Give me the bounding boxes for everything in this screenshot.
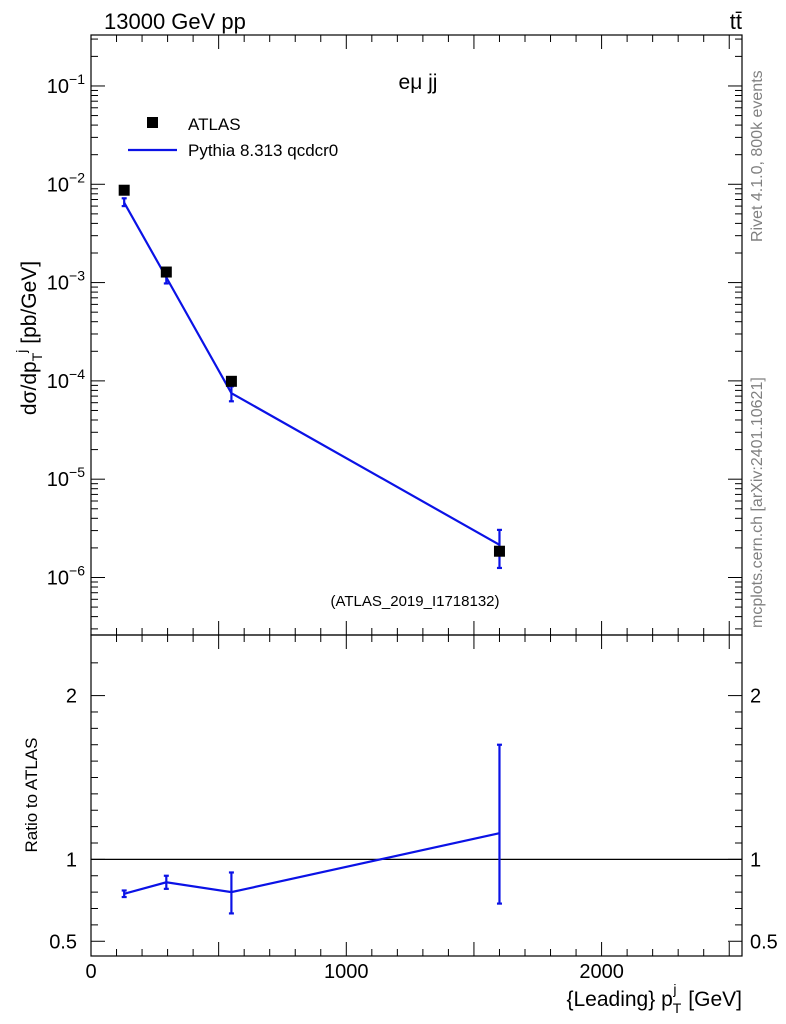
ratio-panel: 0.5 0.5 1 1 2 2 0 1000 2000 Ratio to ATLAS xyxy=(22,634,778,983)
ratio-y-axis-title: Ratio to ATLAS xyxy=(22,738,41,853)
ratio-y-tick-label-left: 1 xyxy=(66,849,77,871)
ratio-y-tick-label-right: 0.5 xyxy=(750,931,778,953)
plot-title: eμ jj xyxy=(399,71,438,94)
main-y-axis-title: dσ/dpTj [pb/GeV] xyxy=(13,261,45,415)
rivet-version-label: Rivet 4.1.0, 800k events xyxy=(749,70,766,242)
pythia-line xyxy=(123,202,501,546)
legend-atlas-marker xyxy=(147,117,158,128)
legend-atlas-label: ATLAS xyxy=(188,115,241,134)
main-y-tick-label: 10−6 xyxy=(47,562,85,589)
main-y-tick-labels: 10−6 10−5 10−4 10−3 10−2 10−1 xyxy=(47,71,85,590)
atlas-data-point xyxy=(118,184,130,196)
main-y-tick-label: 10−2 xyxy=(47,169,85,196)
ratio-y-tick-label-right: 2 xyxy=(750,686,761,708)
ratio-panel-frame xyxy=(90,634,743,957)
main-y-tick-label: 10−1 xyxy=(47,71,85,98)
ratio-series-group xyxy=(121,743,502,915)
main-series-group xyxy=(118,184,505,570)
ratio-tick-labels: 0.5 0.5 1 1 2 2 0 1000 2000 xyxy=(49,686,778,983)
legend: ATLAS Pythia 8.313 qcdcr0 xyxy=(128,115,338,160)
atlas-data-point xyxy=(225,375,237,387)
ratio-y-tick-label-left: 2 xyxy=(66,686,77,708)
main-y-tick-label: 10−4 xyxy=(47,366,85,393)
legend-pythia-label: Pythia 8.313 qcdcr0 xyxy=(188,141,338,160)
x-axis-title: {Leading} pTj [GeV] xyxy=(566,981,742,1016)
energy-label: 13000 GeV pp xyxy=(104,9,246,34)
ratio-line xyxy=(123,832,500,895)
atlas-data-point xyxy=(493,545,505,557)
process-label: tt̄ xyxy=(730,9,742,34)
main-y-tick-label: 10−5 xyxy=(47,464,85,491)
atlas-data-point xyxy=(160,266,172,278)
main-axis-ticks xyxy=(90,35,742,635)
mcplots-reference-label: mcplots.cern.ch [arXiv:2401.10621] xyxy=(749,377,766,628)
ratio-axis-ticks xyxy=(90,635,742,956)
ratio-y-tick-label-right: 1 xyxy=(750,849,761,871)
x-tick-label: 0 xyxy=(85,961,96,983)
analysis-watermark: (ATLAS_2019_I1718132) xyxy=(330,593,499,610)
ratio-y-tick-label-left: 0.5 xyxy=(49,931,77,953)
main-y-tick-label: 10−3 xyxy=(47,268,85,295)
x-tick-label: 2000 xyxy=(579,961,624,983)
x-tick-label: 1000 xyxy=(324,961,369,983)
main-panel: 10−6 10−5 10−4 10−3 10−2 10−1 eμ jj (ATLAS_20… xyxy=(13,34,743,636)
